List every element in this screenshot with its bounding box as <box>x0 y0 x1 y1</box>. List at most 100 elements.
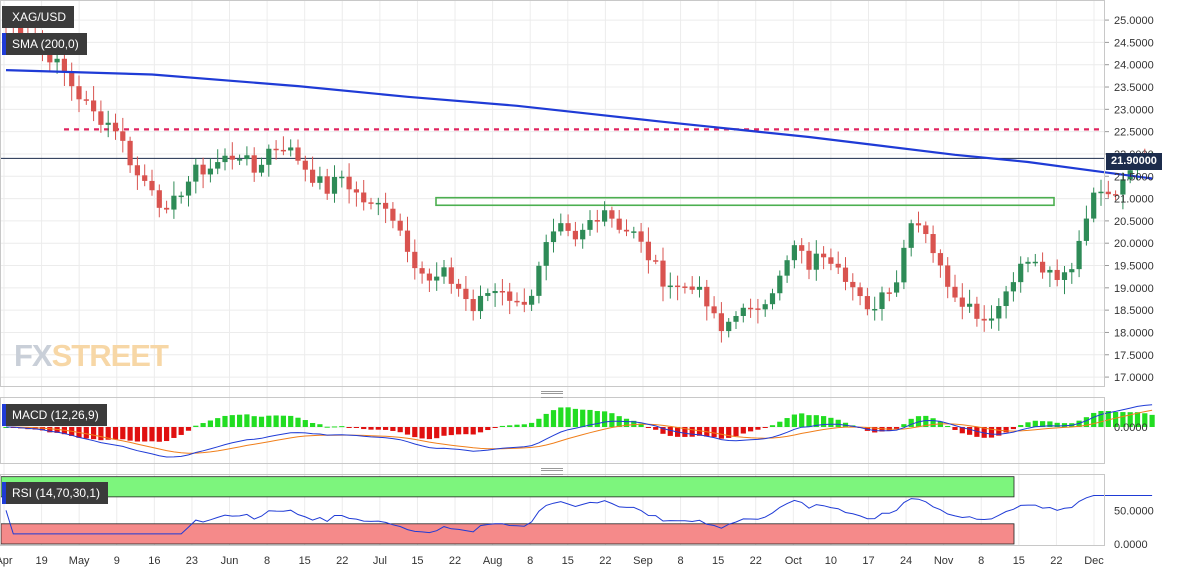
macd-histogram-bar <box>302 420 308 427</box>
candle-body <box>842 267 849 282</box>
candle-body <box>784 260 790 276</box>
macd-histogram-bar <box>1127 412 1133 427</box>
candle-body <box>901 247 907 283</box>
candle-body <box>258 164 265 173</box>
macd-histogram-bar <box>346 427 352 428</box>
candle-body <box>1113 194 1119 196</box>
x-tick-label: Apr <box>0 555 13 567</box>
macd-histogram-bar <box>594 411 600 427</box>
x-tick-label: Aug <box>483 555 503 567</box>
candle-body <box>988 318 995 321</box>
candle-body <box>456 283 462 289</box>
candle-body <box>127 140 133 166</box>
rsi-panel <box>0 476 1153 545</box>
candle-body <box>550 231 557 243</box>
macd-histogram-bar <box>1047 421 1053 427</box>
macd-histogram-bar <box>828 417 834 427</box>
y-tick-label: 22.5000 <box>1114 127 1154 139</box>
x-tick-label: 15 <box>411 555 423 567</box>
macd-histogram-bar <box>1105 410 1111 427</box>
macd-histogram-bar <box>1040 421 1046 427</box>
candle-body <box>1032 261 1038 264</box>
macd-histogram-bar <box>434 427 440 439</box>
y-tick-label: 21.0000 <box>1114 194 1154 206</box>
macd-panel <box>0 404 1155 458</box>
candle-body <box>726 321 732 332</box>
macd-histogram-bar <box>426 427 432 440</box>
candle-body <box>543 242 549 266</box>
x-tick-label: 22 <box>599 555 611 567</box>
candle-body <box>164 207 170 210</box>
macd-histogram-bar <box>127 427 133 441</box>
candle-body <box>529 295 535 305</box>
candle-body <box>521 301 527 305</box>
macd-histogram-bar <box>696 427 703 436</box>
candle-body <box>616 218 622 230</box>
candle-body <box>1047 269 1053 273</box>
macd-histogram-bar <box>762 427 768 428</box>
macd-histogram-bar <box>317 424 323 427</box>
resistance-zone <box>435 196 1055 207</box>
y-tick-label: 19.5000 <box>1114 261 1154 273</box>
candle-body <box>397 220 403 231</box>
candle-body <box>769 293 776 305</box>
macd-histogram-bar <box>32 427 38 430</box>
candle-body <box>112 122 119 132</box>
macd-histogram-bar <box>791 414 797 427</box>
macd-histogram-bar <box>689 427 695 437</box>
macd-histogram-bar <box>777 421 783 427</box>
candle-body <box>142 175 148 181</box>
macd-histogram-bar <box>631 420 637 427</box>
macd-histogram-bar <box>653 427 659 430</box>
candle-body <box>419 268 425 274</box>
macd-histogram-bar <box>967 427 973 435</box>
macd-histogram-bar <box>477 427 484 433</box>
macd-histogram-bar <box>682 427 688 437</box>
y-tick-label: 18.5000 <box>1114 305 1154 317</box>
candle-body <box>412 251 418 269</box>
candle-body <box>565 223 571 231</box>
macd-histogram-bar <box>974 427 980 437</box>
macd-histogram-bar <box>1003 427 1009 433</box>
candle-body <box>324 176 330 194</box>
x-tick-label: 15 <box>562 555 574 567</box>
candle-body <box>185 181 192 196</box>
rsi-line <box>5 495 1153 535</box>
y-tick-label: 20.5000 <box>1114 216 1154 228</box>
macd-histogram-bar <box>1010 427 1016 430</box>
candle-body <box>638 231 644 242</box>
macd-histogram-bar <box>784 418 790 427</box>
macd-histogram-bar <box>134 427 140 442</box>
rsi-resize-handle[interactable] <box>541 468 563 475</box>
macd-histogram-bar <box>193 425 199 427</box>
macd-histogram-bar <box>507 425 513 427</box>
x-tick-label: 17 <box>862 555 874 567</box>
macd-histogram-bar <box>996 427 1002 436</box>
candle-body <box>572 230 578 240</box>
candle-body <box>229 155 235 160</box>
macd-histogram-bar <box>171 427 177 438</box>
macd-histogram-bar <box>514 424 520 427</box>
candle-body <box>492 291 498 294</box>
candle-body <box>1003 291 1009 307</box>
candle-body <box>1076 240 1082 270</box>
macd-histogram-bar <box>1098 411 1104 427</box>
macd-resize-handle[interactable] <box>541 391 563 398</box>
macd-histogram-bar <box>353 427 359 428</box>
price-panel <box>0 10 1155 343</box>
macd-histogram-bar <box>623 418 630 427</box>
macd-histogram-bar <box>404 427 411 435</box>
candle-body <box>1083 218 1089 241</box>
macd-histogram-bar <box>1149 414 1155 427</box>
macd-histogram-bar <box>1018 425 1024 427</box>
macd-histogram-bar <box>1134 412 1141 427</box>
x-tick-label: 22 <box>449 555 461 567</box>
y-tick-label: 24.5000 <box>1114 37 1154 49</box>
candle-body <box>317 176 323 183</box>
y-tick-label: 17.5000 <box>1114 350 1154 362</box>
macd-histogram-bar <box>740 427 746 434</box>
candle-body <box>930 234 936 254</box>
candle-body <box>383 202 389 209</box>
rsi-label: RSI (14,70,30,1) <box>2 482 109 504</box>
macd-histogram-bar <box>981 427 987 438</box>
